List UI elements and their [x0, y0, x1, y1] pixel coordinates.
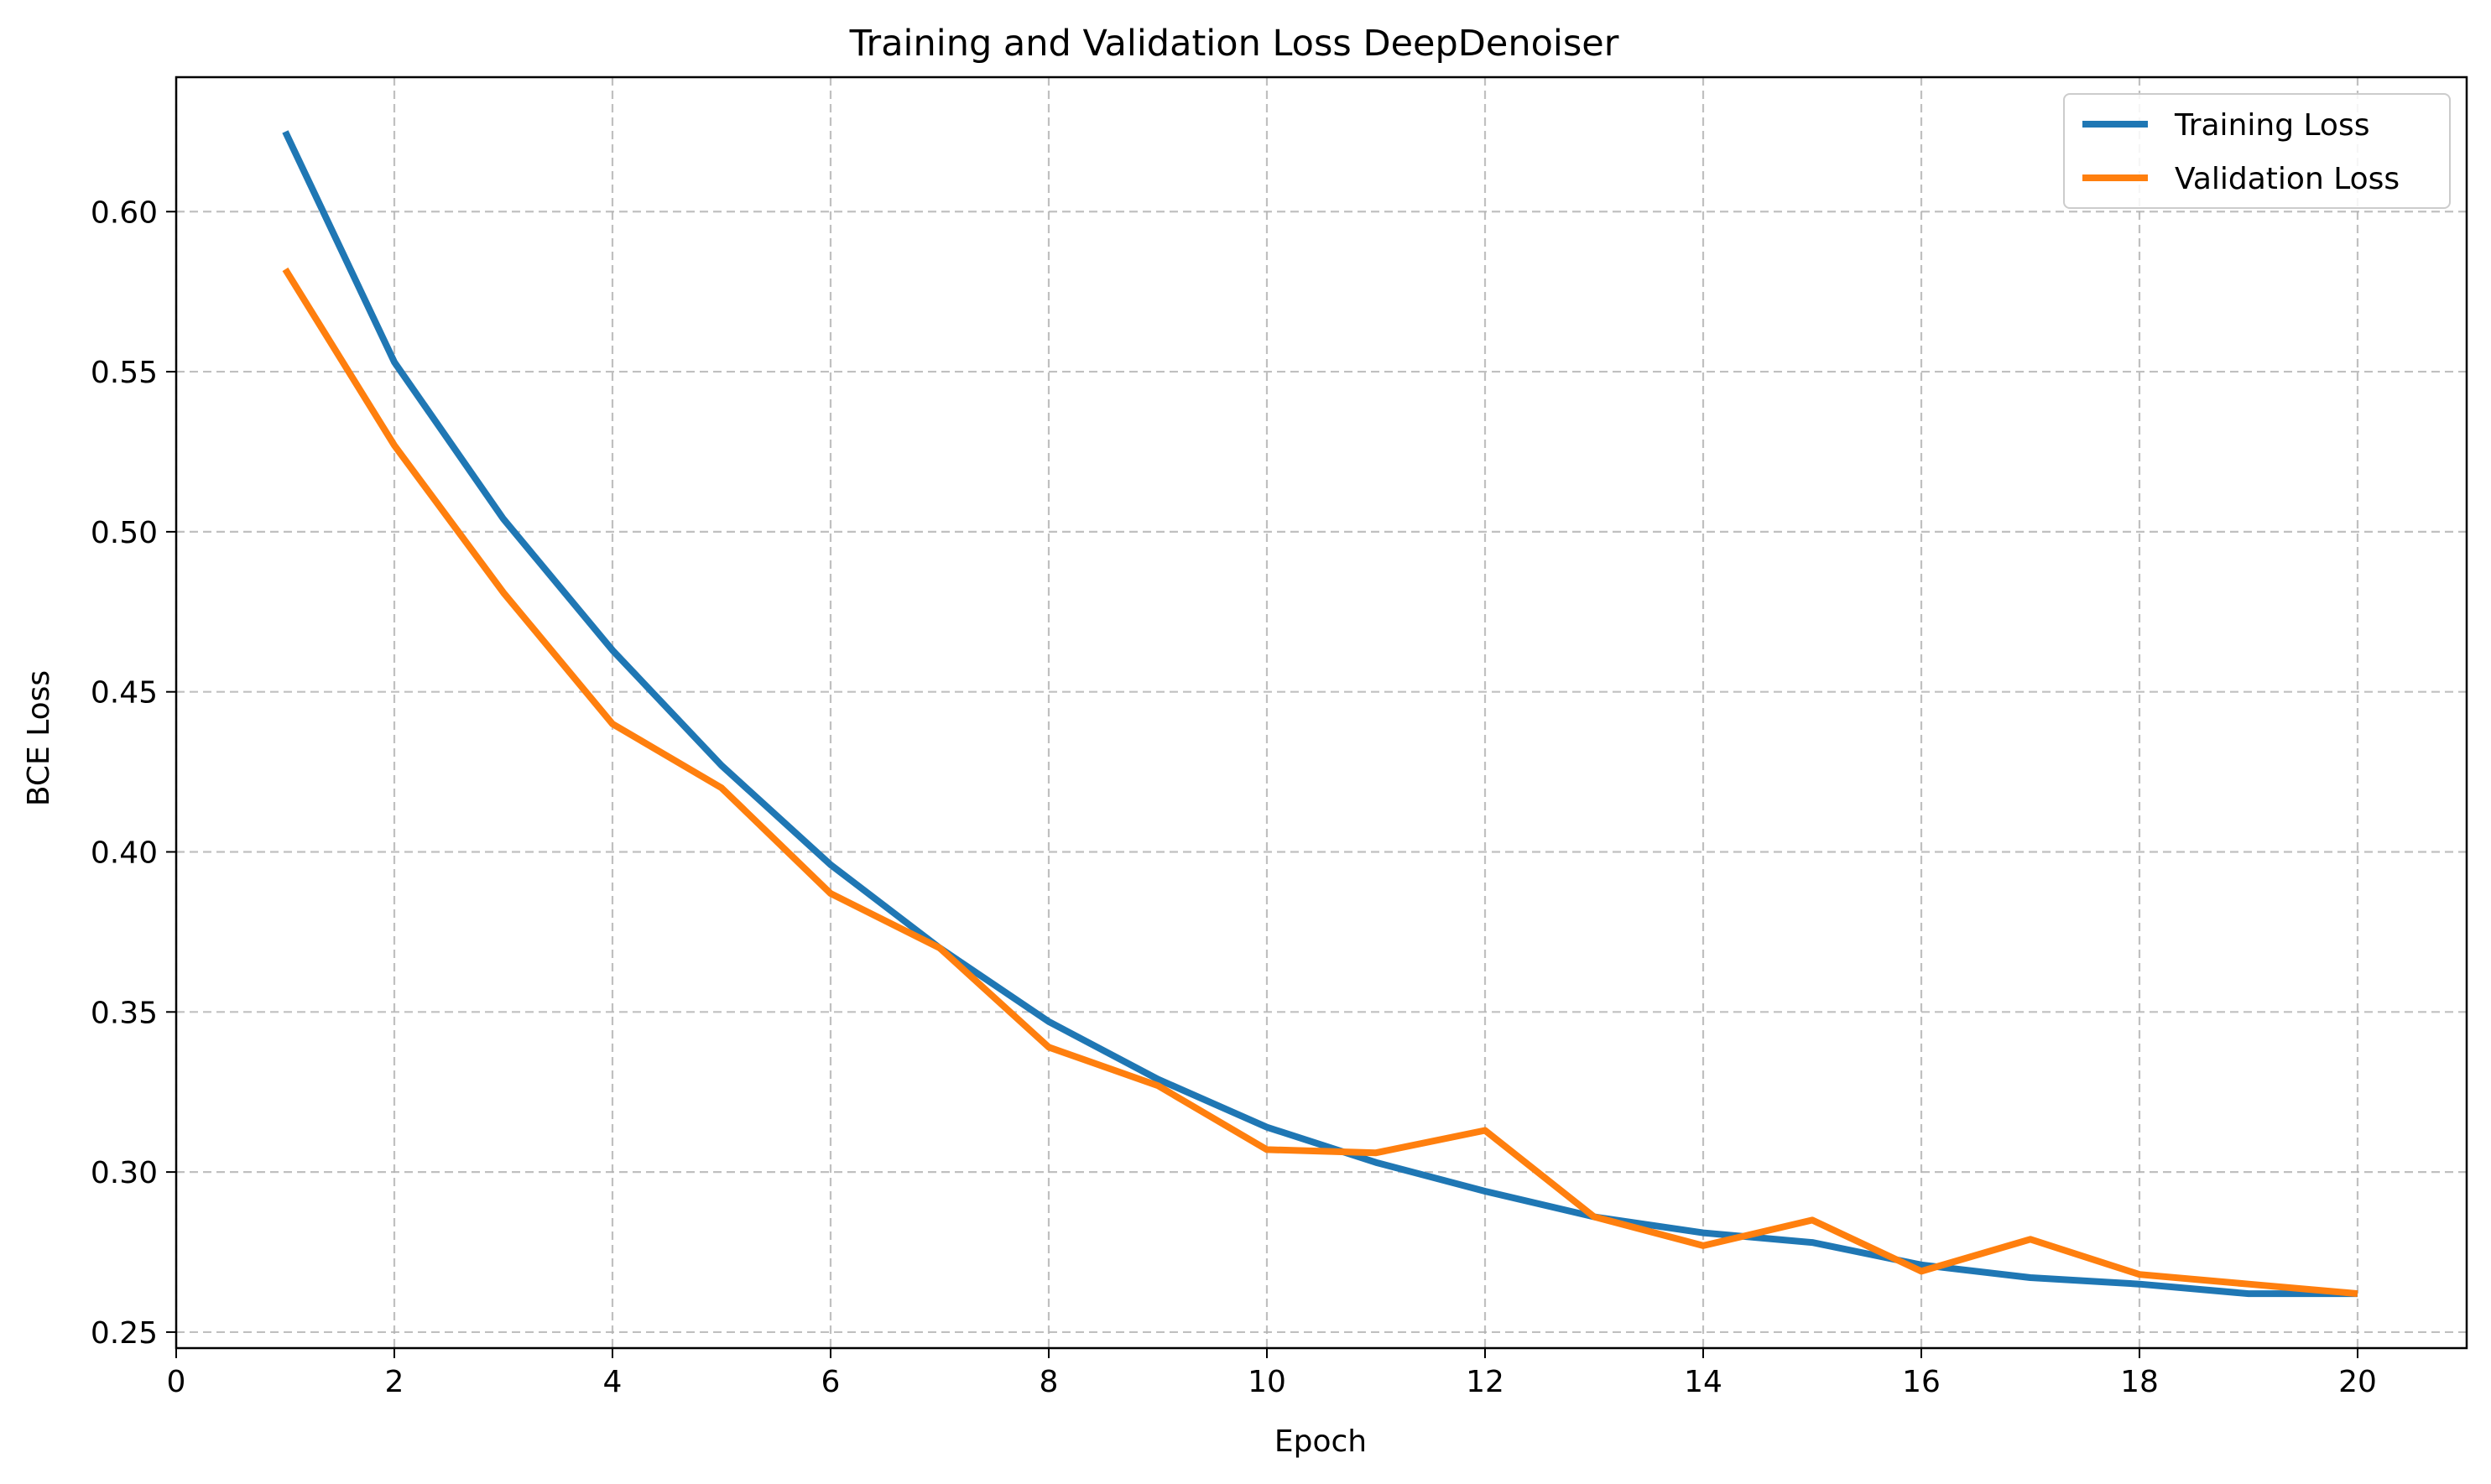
- y-axis-label: BCE Loss: [22, 670, 56, 806]
- y-tick-label: 0.40: [91, 836, 158, 871]
- y-tick-label: 0.45: [91, 676, 158, 711]
- x-tick-label: 4: [603, 1365, 623, 1399]
- y-tick-label: 0.55: [91, 356, 158, 390]
- y-tick-label: 0.30: [91, 1156, 158, 1190]
- series-line-validation-loss: [282, 267, 2358, 1298]
- series-line-training-loss: [282, 130, 2358, 1298]
- x-tick-label: 20: [2338, 1365, 2377, 1399]
- x-tick-label: 6: [821, 1365, 841, 1399]
- chart-title: Training and Validation Loss DeepDenoise…: [849, 23, 1619, 65]
- y-axis-ticks: 0.25 0.30 0.35 0.40 0.45 0.50 0.55 0.60: [91, 195, 176, 1351]
- y-tick-label: 0.35: [91, 996, 158, 1030]
- x-tick-label: 8: [1040, 1365, 1059, 1399]
- y-tick-label: 0.25: [91, 1316, 158, 1351]
- x-tick-label: 10: [1248, 1365, 1286, 1399]
- x-tick-label: 18: [2120, 1365, 2159, 1399]
- x-axis-label: Epoch: [1274, 1424, 1367, 1459]
- legend-box: [2063, 93, 2451, 209]
- series-lines: [282, 130, 2358, 1298]
- y-tick-label: 0.50: [91, 516, 158, 550]
- y-tick-label: 0.60: [91, 195, 158, 230]
- plot-area-frame: [175, 76, 2468, 1350]
- legend: Training Loss Validation Loss: [2063, 93, 2451, 209]
- x-axis-ticks: 0 2 4 6 8 10 12 14 16 18 20: [167, 1348, 2377, 1399]
- legend-label-training-loss: Training Loss: [2174, 108, 2369, 143]
- x-tick-label: 16: [1902, 1365, 1941, 1399]
- x-tick-label: 12: [1466, 1365, 1504, 1399]
- grid-lines: [175, 77, 2467, 1348]
- x-tick-label: 14: [1684, 1365, 1722, 1399]
- x-tick-label: 0: [167, 1365, 186, 1399]
- x-tick-label: 2: [385, 1365, 404, 1399]
- legend-label-validation-loss: Validation Loss: [2175, 162, 2400, 196]
